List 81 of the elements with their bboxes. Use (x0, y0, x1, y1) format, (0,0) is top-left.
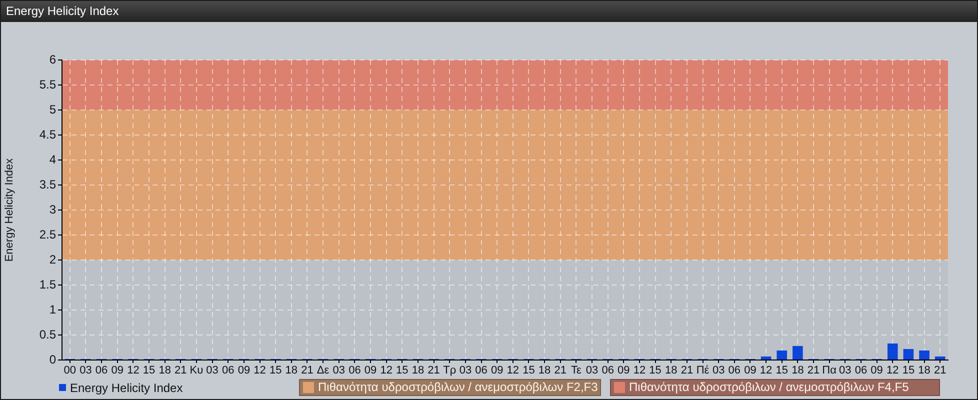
x-tick-label: Τε (570, 364, 582, 377)
x-tick-label: 18 (665, 364, 678, 377)
x-tick-label: 06 (222, 364, 234, 377)
chart-title: Energy Helicity Index (1, 1, 977, 22)
x-tick-label: 09 (238, 364, 250, 377)
x-tick-label: 09 (364, 364, 377, 377)
x-tick-label: Πα (822, 364, 838, 377)
y-tick-label: 1.5 (39, 277, 56, 292)
y-tick-label: 4.5 (39, 127, 56, 142)
x-tick-label: Κυ (190, 364, 204, 377)
y-tick-label: 5.5 (39, 77, 56, 92)
x-tick-label: 06 (348, 364, 361, 377)
x-tick-label: 12 (254, 364, 266, 377)
x-tick-label: 21 (174, 364, 187, 377)
y-tick-label: 2.5 (39, 227, 56, 242)
x-tick-label: 09 (490, 364, 504, 377)
x-tick-label: 12 (760, 364, 772, 377)
x-tick-label: 21 (934, 364, 946, 377)
x-tick-label: 21 (680, 364, 694, 377)
x-tick-label: 09 (111, 364, 124, 377)
y-axis-title: Energy Helicity Index (4, 158, 16, 262)
x-tick-label: 15 (269, 364, 282, 377)
bar (792, 346, 803, 360)
x-tick-label: 15 (776, 364, 788, 377)
x-tick-label: 21 (807, 364, 820, 377)
x-tick-label: 03 (206, 364, 218, 377)
x-tick-label: 03 (332, 364, 345, 377)
x-tick-label: 06 (95, 364, 108, 377)
x-tick-label: 18 (412, 364, 424, 377)
y-tick-label: 2 (49, 252, 56, 266)
y-tick-label: 0.5 (39, 327, 56, 342)
y-tick-label: 3.5 (39, 177, 56, 192)
x-tick-label: 15 (522, 364, 535, 377)
x-tick-label: 18 (158, 364, 171, 377)
x-tick-label: 03 (80, 364, 92, 377)
x-tick-label: 18 (918, 364, 930, 377)
x-tick-label: 12 (506, 364, 520, 377)
x-tick-label: 18 (792, 364, 804, 377)
x-tick-label: 09 (744, 364, 756, 377)
x-tick-label: 06 (602, 364, 614, 377)
bar (934, 356, 946, 360)
x-tick-label: Τρ (443, 364, 456, 377)
x-tick-label: 21 (428, 364, 440, 377)
legend-label: Energy Helicity Index (70, 380, 183, 394)
bar (776, 350, 788, 360)
x-tick-label: 15 (396, 364, 408, 377)
x-tick-label: 12 (380, 364, 392, 377)
x-tick-label: 03 (712, 364, 725, 377)
legend-label: Πιθανότητα υδροστρόβιλων / ανεμοστρόβιλων F4,F5 (629, 380, 909, 395)
legend-label: Πιθανότητα υδροστρόβιλων / ανεμοστρόβιλων F2,F3 (318, 380, 598, 395)
x-tick-label: 06 (854, 364, 868, 377)
x-tick-label: 21 (301, 364, 314, 377)
bar (887, 344, 898, 360)
y-tick-label: 1 (49, 302, 56, 316)
y-tick-label: 0 (49, 352, 56, 366)
x-tick-label: 18 (538, 364, 551, 377)
x-tick-label: 00 (64, 364, 76, 377)
bar (903, 349, 914, 360)
x-tick-label: 03 (459, 364, 472, 377)
x-tick-label: 21 (554, 364, 566, 377)
x-tick-label: Πέ (696, 364, 710, 377)
y-tick-label: 3 (49, 202, 56, 216)
y-tick-label: 6 (49, 52, 56, 66)
x-tick-label: 15 (902, 364, 915, 377)
x-tick-label: 03 (586, 364, 598, 377)
x-tick-label: 15 (649, 364, 662, 377)
x-tick-label: 06 (728, 364, 741, 377)
x-tick-label: 12 (633, 364, 646, 377)
bar (760, 356, 772, 360)
bar (919, 350, 930, 360)
x-tick-label: 18 (285, 364, 298, 377)
x-tick-label: 15 (142, 364, 156, 377)
x-tick-label: 09 (618, 364, 630, 377)
y-tick-label: 4 (49, 152, 56, 166)
x-tick-label: 12 (886, 364, 899, 377)
x-tick-label: 06 (475, 364, 488, 377)
y-tick-label: 5 (49, 102, 56, 116)
x-tick-label: 03 (839, 364, 852, 377)
x-tick-label: 12 (127, 364, 140, 377)
x-tick-label: Δε (316, 364, 330, 377)
x-tick-label: 09 (870, 364, 883, 377)
